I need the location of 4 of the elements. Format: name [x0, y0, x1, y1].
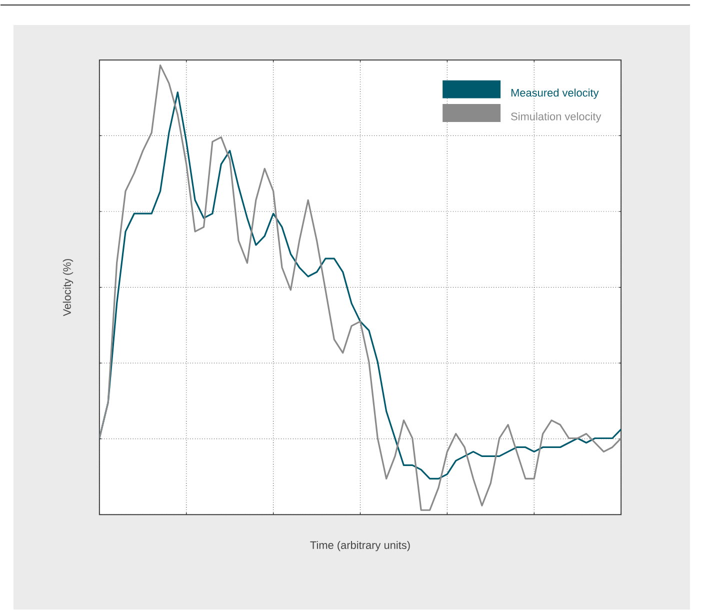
text: Simulation velocity [511, 112, 602, 123]
y-axis-title: Velocity (%) [62, 259, 74, 316]
x-axis-title: Time (arbitrary units) [310, 541, 410, 552]
text: Measured velocity [511, 88, 599, 100]
